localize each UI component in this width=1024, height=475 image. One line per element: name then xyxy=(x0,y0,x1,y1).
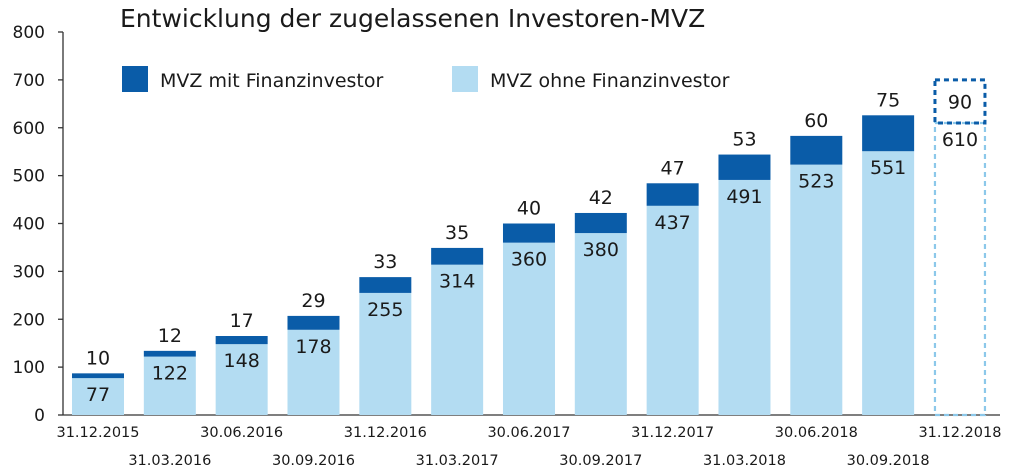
value-label-mit: 60 xyxy=(804,110,828,132)
value-label-ohne: 255 xyxy=(367,299,403,321)
value-label-ohne: 491 xyxy=(726,186,762,208)
x-tick-label: 31.12.2016 xyxy=(344,425,427,441)
bar-mit-finanzinvestor xyxy=(718,154,771,180)
value-label-mit: 90 xyxy=(948,91,972,113)
value-label-ohne: 437 xyxy=(655,212,691,234)
value-label-mit: 40 xyxy=(517,198,541,220)
value-label-mit: 29 xyxy=(301,290,325,312)
bar-ohne-finanzinvestor xyxy=(431,264,484,415)
bar-ohne-finanzinvestor xyxy=(790,164,843,415)
bar-mit-finanzinvestor xyxy=(359,277,412,293)
legend: MVZ mit Finanzinvestor MVZ ohne Finanzin… xyxy=(122,66,730,92)
value-label-mit: 33 xyxy=(373,251,397,273)
bar-ohne-finanzinvestor xyxy=(287,329,340,415)
value-label-mit: 47 xyxy=(661,157,685,179)
bar-mit-finanzinvestor xyxy=(431,247,484,265)
x-tick-label: 31.12.2017 xyxy=(631,425,714,441)
value-label-ohne: 380 xyxy=(583,239,619,261)
y-tick-label: 200 xyxy=(13,310,45,330)
x-tick-labels: 31.12.2015 31.03.2016 30.06.2016 30.09.2016… xyxy=(56,425,1001,469)
bar-mit-finanzinvestor xyxy=(646,183,699,206)
bars xyxy=(72,78,987,417)
bar-ohne-finanzinvestor xyxy=(143,356,196,415)
bar-ohne-finanzinvestor xyxy=(718,179,771,415)
bar-ohne-finanzinvestor xyxy=(862,151,915,416)
value-label-mit: 42 xyxy=(589,187,613,209)
bar-mit-finanzinvestor xyxy=(502,223,555,243)
legend-swatch-mit xyxy=(122,66,148,92)
bar-mit-finanzinvestor xyxy=(287,315,340,330)
value-label-ohne: 523 xyxy=(798,171,834,193)
bar-ohne-finanzinvestor-projected xyxy=(933,121,987,417)
x-tick-label: 30.09.2018 xyxy=(847,453,930,469)
chart-title: Entwicklung der zugelassenen Investoren-… xyxy=(120,4,706,33)
y-tick-label: 0 xyxy=(34,406,45,426)
bar-mit-finanzinvestor xyxy=(574,212,627,234)
value-label-ohne: 314 xyxy=(439,271,475,293)
bar-mit-finanzinvestor-projected xyxy=(933,78,987,125)
value-label-mit: 75 xyxy=(876,89,900,111)
y-tick-label: 100 xyxy=(13,358,45,378)
value-label-ohne: 122 xyxy=(152,363,188,385)
y-tick-label: 700 xyxy=(13,71,45,91)
y-tick-label: 300 xyxy=(13,262,45,282)
x-tick-label: 30.09.2016 xyxy=(272,453,355,469)
bar-mit-finanzinvestor xyxy=(862,115,915,152)
value-label-ohne: 77 xyxy=(86,384,110,406)
x-tick-label: 31.12.2018 xyxy=(918,425,1001,441)
y-tick-label: 400 xyxy=(13,215,45,235)
bar-ohne-finanzinvestor xyxy=(359,292,412,415)
bar-ohne-finanzinvestor xyxy=(502,242,555,415)
bar-mit-finanzinvestor xyxy=(143,350,196,357)
x-tick-label: 31.03.2017 xyxy=(416,453,499,469)
x-tick-label: 30.06.2016 xyxy=(200,425,283,441)
bar-ohne-finanzinvestor xyxy=(72,378,124,415)
value-labels: 77 10 122 12 148 17 178 29 255 33 314 35 360 40 380 42 4… xyxy=(86,89,978,406)
value-label-ohne: 148 xyxy=(224,350,260,372)
value-label-mit: 17 xyxy=(230,310,254,332)
bar-mit-finanzinvestor xyxy=(790,135,843,165)
value-label-mit: 10 xyxy=(86,347,110,369)
value-label-mit: 53 xyxy=(732,129,756,151)
bar-mit-finanzinvestor xyxy=(215,336,268,345)
x-tick-label: 31.12.2015 xyxy=(56,425,139,441)
x-tick-label: 30.06.2017 xyxy=(487,425,570,441)
legend-label-ohne: MVZ ohne Finanzinvestor xyxy=(490,70,730,92)
bar-ohne-finanzinvestor xyxy=(215,344,268,415)
x-tick-label: 31.03.2018 xyxy=(703,453,786,469)
legend-swatch-ohne xyxy=(452,66,478,92)
value-label-ohne: 610 xyxy=(942,129,978,151)
bar-ohne-finanzinvestor xyxy=(646,205,699,415)
x-tick-label: 30.09.2017 xyxy=(559,453,642,469)
value-label-ohne: 360 xyxy=(511,249,547,271)
value-label-ohne: 178 xyxy=(295,336,331,358)
y-tick-label: 600 xyxy=(13,119,45,139)
y-tick-label: 500 xyxy=(13,167,45,187)
value-label-ohne: 551 xyxy=(870,157,906,179)
legend-label-mit: MVZ mit Finanzinvestor xyxy=(160,70,383,92)
bar-mit-finanzinvestor xyxy=(72,373,124,379)
y-tick-label: 800 xyxy=(13,23,45,43)
x-tick-label: 31.03.2016 xyxy=(128,453,211,469)
bar-ohne-finanzinvestor xyxy=(574,233,627,415)
value-label-mit: 12 xyxy=(158,325,182,347)
value-label-mit: 35 xyxy=(445,222,469,244)
x-tick-label: 30.06.2018 xyxy=(775,425,858,441)
